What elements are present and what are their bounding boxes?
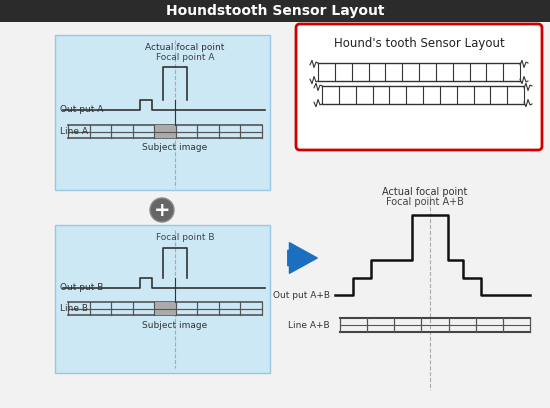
Text: Out put B: Out put B: [60, 284, 103, 293]
Text: Actual focal point: Actual focal point: [145, 44, 225, 53]
Bar: [55, 35, 270, 190]
Bar: [154, 125, 176, 138]
Text: Hound's tooth Sensor Layout: Hound's tooth Sensor Layout: [334, 38, 504, 51]
Bar: [0, 0, 550, 22]
FancyArrowPatch shape: [288, 243, 317, 273]
Text: Out put A+B: Out put A+B: [273, 290, 330, 299]
Text: Line A+B: Line A+B: [288, 321, 330, 330]
Text: Focal point B: Focal point B: [156, 233, 214, 242]
Text: +: +: [154, 200, 170, 220]
Circle shape: [150, 198, 174, 222]
Text: Houndstooth Sensor Layout: Houndstooth Sensor Layout: [166, 4, 384, 18]
Text: Focal point A+B: Focal point A+B: [386, 197, 464, 207]
Bar: [55, 225, 270, 373]
Text: Line B: Line B: [60, 304, 88, 313]
FancyBboxPatch shape: [296, 24, 542, 150]
Text: Actual focal point: Actual focal point: [382, 187, 468, 197]
Text: Line A: Line A: [60, 127, 88, 136]
Bar: [154, 302, 176, 315]
Text: Focal point A: Focal point A: [156, 53, 214, 62]
Text: Subject image: Subject image: [142, 144, 208, 153]
Text: Out put A: Out put A: [60, 106, 103, 115]
Text: Subject image: Subject image: [142, 321, 208, 330]
